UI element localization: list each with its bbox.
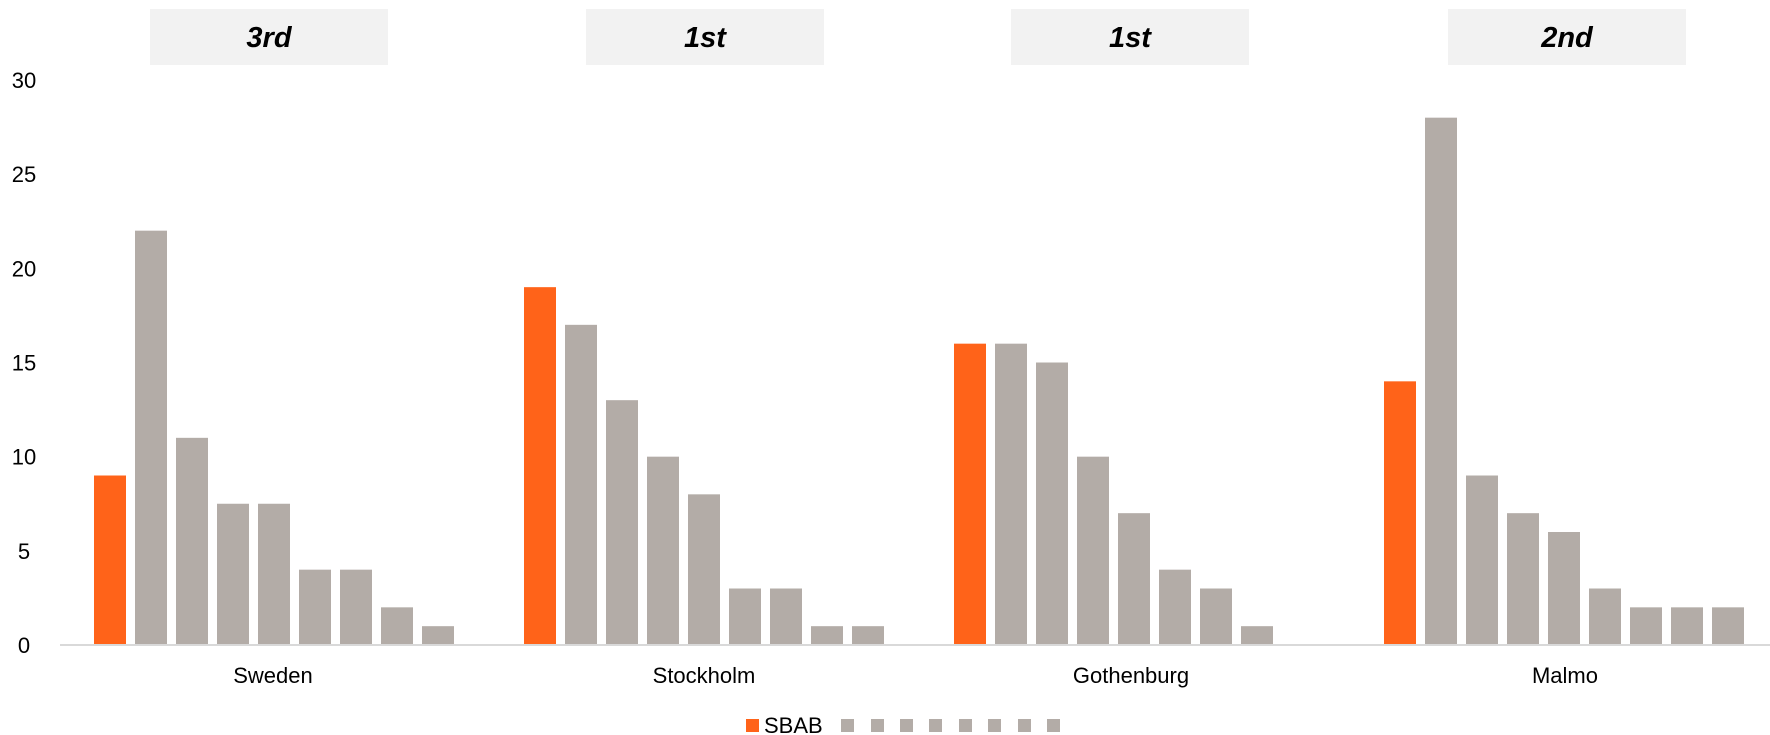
rank-box-background [150,9,388,65]
y-tick-label: 0 [18,633,30,658]
legend-swatch-competitor [871,719,884,732]
rank-box: 1st [586,9,824,65]
bar-competitor [1200,588,1232,645]
legend-swatch-competitor [841,719,854,732]
y-tick-label: 15 [12,351,36,376]
x-category-label: Malmo [1532,663,1598,688]
bar-competitor [1159,569,1191,645]
rank-box: 1st [1011,9,1249,65]
legend-swatch-competitor [988,719,1001,732]
bar-competitor [258,503,290,645]
bar-competitor [1241,626,1273,645]
bar-competitor [995,343,1027,645]
legend-swatch-competitor [1047,719,1060,732]
rank-label: 2nd [1540,22,1594,54]
bar-competitor [565,324,597,645]
bar-competitor [1507,513,1539,645]
rank-label: 1st [1109,22,1152,54]
bar-competitor [1712,607,1744,645]
bar-competitor [811,626,843,645]
y-tick-label: 5 [18,539,30,564]
y-tick-label: 30 [12,68,36,93]
x-category-label: Sweden [233,663,313,688]
legend-swatch-competitor [900,719,913,732]
legend-swatch-competitor [959,719,972,732]
x-axis: Sweden Stockholm Gothenburg Malmo [233,663,1598,688]
y-tick-label: 10 [12,445,36,470]
legend-swatch-competitor [929,719,942,732]
legend: SBAB [746,713,1060,735]
bar-competitor [1548,532,1580,645]
x-category-label: Stockholm [653,663,756,688]
rank-box: 2nd [1448,9,1686,65]
bar-competitor [647,456,679,645]
rank-labels: 3rd 1st 1st 2nd [150,9,1686,65]
bar-competitor [422,626,454,645]
bar-competitor [176,437,208,645]
rank-label: 3rd [246,22,292,54]
rank-label: 1st [684,22,727,54]
bar-competitor [135,230,167,645]
y-axis: 0 5 10 15 20 25 30 [12,68,36,658]
bar-competitor [1589,588,1621,645]
bar-competitor [1118,513,1150,645]
bar-competitor [381,607,413,645]
bar-sbab [524,287,556,645]
y-tick-label: 20 [12,256,36,281]
rank-box-background [1448,9,1686,65]
bars [94,117,1744,645]
bar-competitor [340,569,372,645]
bar-competitor [217,503,249,645]
legend-swatch-competitor [1018,719,1031,732]
rank-box-background [1011,9,1249,65]
bar-competitor [852,626,884,645]
y-tick-label: 25 [12,162,36,187]
bar-competitor [770,588,802,645]
bar-competitor [688,494,720,645]
rank-box: 3rd [150,9,388,65]
bar-competitor [299,569,331,645]
bar-competitor [1630,607,1662,645]
bar-competitor [1036,362,1068,645]
x-category-label: Gothenburg [1073,663,1189,688]
bar-sbab [954,343,986,645]
bar-competitor [1077,456,1109,645]
bar-competitor [1425,117,1457,645]
bar-sbab [94,475,126,645]
bar-competitor [606,400,638,645]
bar-competitor [729,588,761,645]
bar-competitor [1466,475,1498,645]
bar-sbab [1384,381,1416,645]
rank-box-background [586,9,824,65]
legend-label-sbab: SBAB [764,713,823,735]
legend-swatch-sbab [746,719,759,732]
bar-competitor [1671,607,1703,645]
